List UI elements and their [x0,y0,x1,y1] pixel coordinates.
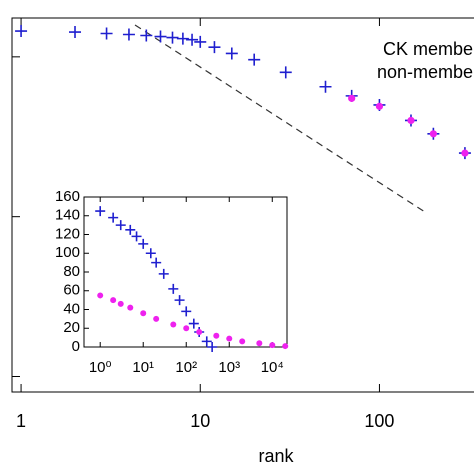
dot-marker [375,102,384,110]
y-tick-label: 120 [55,225,80,242]
y-tick-label: 80 [63,263,80,280]
y-tick-label: 40 [63,300,80,317]
dot-marker [110,297,117,304]
dot-marker [140,310,147,317]
plus-marker [181,306,192,317]
dot-marker [97,292,104,299]
dot-marker [269,342,276,349]
y-tick-label: 20 [63,319,80,336]
plus-marker [207,342,218,352]
plus-marker [108,212,119,223]
x-tick-label: 10³ [218,359,240,376]
plus-marker [151,257,162,268]
plus-marker [125,224,136,235]
x-axis-label: rank [258,446,294,466]
y-tick-label: 100 [55,244,80,261]
plus-marker [122,28,135,41]
y-tick-label: 140 [55,207,80,224]
plus-marker [140,29,153,42]
dot-marker [461,149,469,157]
dot-marker [117,300,124,307]
plus-marker [95,206,106,217]
plus-marker [225,47,238,60]
y-tick-label: 0 [72,338,80,355]
dot-marker [348,94,356,102]
dot-marker [213,332,220,339]
plus-marker [174,295,185,306]
plus-marker [166,31,179,44]
plus-marker [188,318,199,329]
x-tick-label: 10⁴ [261,359,284,376]
plus-marker [176,32,189,45]
plus-marker [158,268,169,279]
dot-marker [429,130,437,138]
dot-marker [170,321,177,328]
plot-frame [11,17,474,393]
x-tick-label: 10⁰ [89,359,112,376]
plus-marker [319,80,332,93]
dot-marker [239,338,246,345]
plus-marker [248,53,261,66]
plus-marker [279,66,292,79]
reference-line [134,24,426,213]
plus-marker [194,35,207,48]
plus-marker [15,25,28,38]
x-tick-label: 10 [190,411,210,431]
legend-label: CK members [383,39,474,59]
plus-marker [131,231,142,242]
plus-marker [186,33,199,46]
dot-marker [196,329,203,335]
plus-marker [115,220,126,231]
x-tick-label: 10² [175,359,197,376]
dot-marker [407,116,415,125]
plus-marker [138,238,149,249]
dot-marker [282,343,289,350]
plus-marker [208,41,221,54]
y-tick-label: 60 [63,282,80,299]
dot-marker [153,315,160,322]
dot-marker [256,340,263,347]
x-tick-label: 10¹ [132,359,154,376]
x-tick-label: 1 [16,411,26,431]
plus-marker [145,248,156,259]
dot-marker [226,335,233,342]
y-tick-label: 160 [55,188,80,205]
plus-marker [69,26,82,39]
dot-marker [183,325,190,332]
x-tick-label: 100 [364,411,394,431]
plus-marker [168,283,179,294]
plus-marker [100,27,113,40]
inset-frame [83,196,288,348]
dot-marker [127,304,134,311]
plus-marker [154,30,167,43]
plus-marker [201,336,212,347]
legend-label: non-members [377,62,474,82]
